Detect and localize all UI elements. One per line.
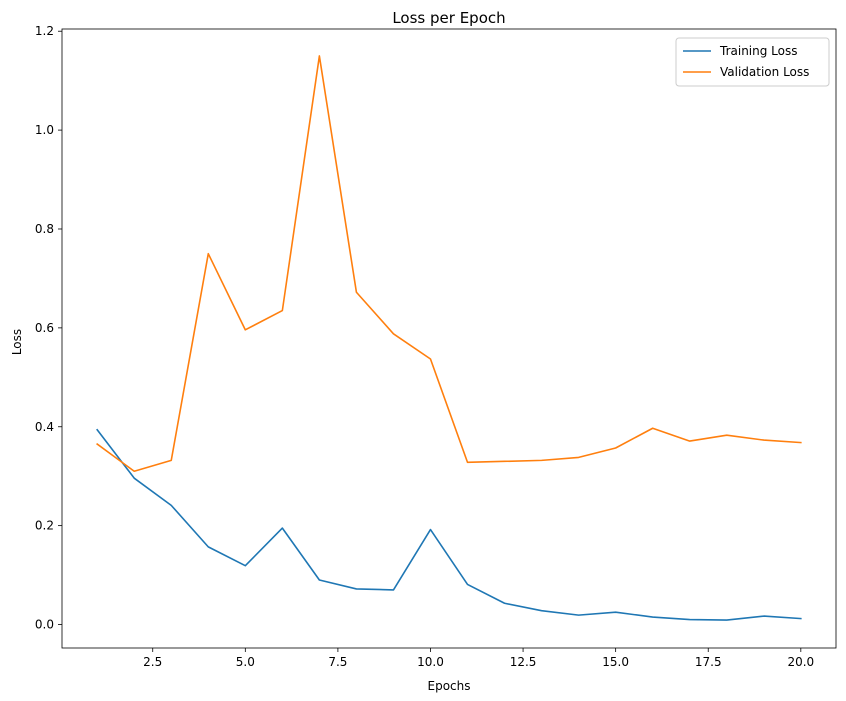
plot-frame — [61, 28, 837, 649]
x-tick-label: 12.5 — [510, 655, 537, 669]
x-tick-label: 15.0 — [602, 655, 629, 669]
y-tick-label: 0.0 — [35, 618, 54, 632]
legend: Training Loss Validation Loss — [675, 37, 830, 87]
y-tick-label: 1.0 — [35, 123, 54, 137]
series-line-0 — [96, 428, 802, 621]
y-tick-label: 0.8 — [35, 222, 54, 236]
y-tick-label: 0.4 — [35, 420, 54, 434]
y-tick-label: 0.2 — [35, 519, 54, 533]
y-tick-label: 0.6 — [35, 321, 54, 335]
x-tick-label: 20.0 — [787, 655, 814, 669]
series-line-1 — [96, 55, 802, 473]
x-tick-label: 2.5 — [143, 655, 162, 669]
x-tick-label: 10.0 — [417, 655, 444, 669]
x-tick-label: 7.5 — [328, 655, 347, 669]
legend-label-1: Validation Loss — [720, 65, 809, 79]
series-layer — [96, 55, 802, 621]
legend-box — [675, 37, 830, 87]
legend-label-0: Training Loss — [719, 44, 797, 58]
y-axis-title: Loss — [10, 329, 24, 355]
y-tick-label: 1.2 — [35, 24, 54, 38]
ticks-layer: 2.5 5.0 7.5 10.0 12.5 15.0 17.5 20.0 0.0 0.2 0.4 0.… — [35, 24, 814, 669]
x-tick-label: 17.5 — [695, 655, 722, 669]
x-tick-label: 5.0 — [236, 655, 255, 669]
x-axis-title: Epochs — [428, 679, 471, 693]
chart-title: Loss per Epoch — [392, 9, 505, 27]
